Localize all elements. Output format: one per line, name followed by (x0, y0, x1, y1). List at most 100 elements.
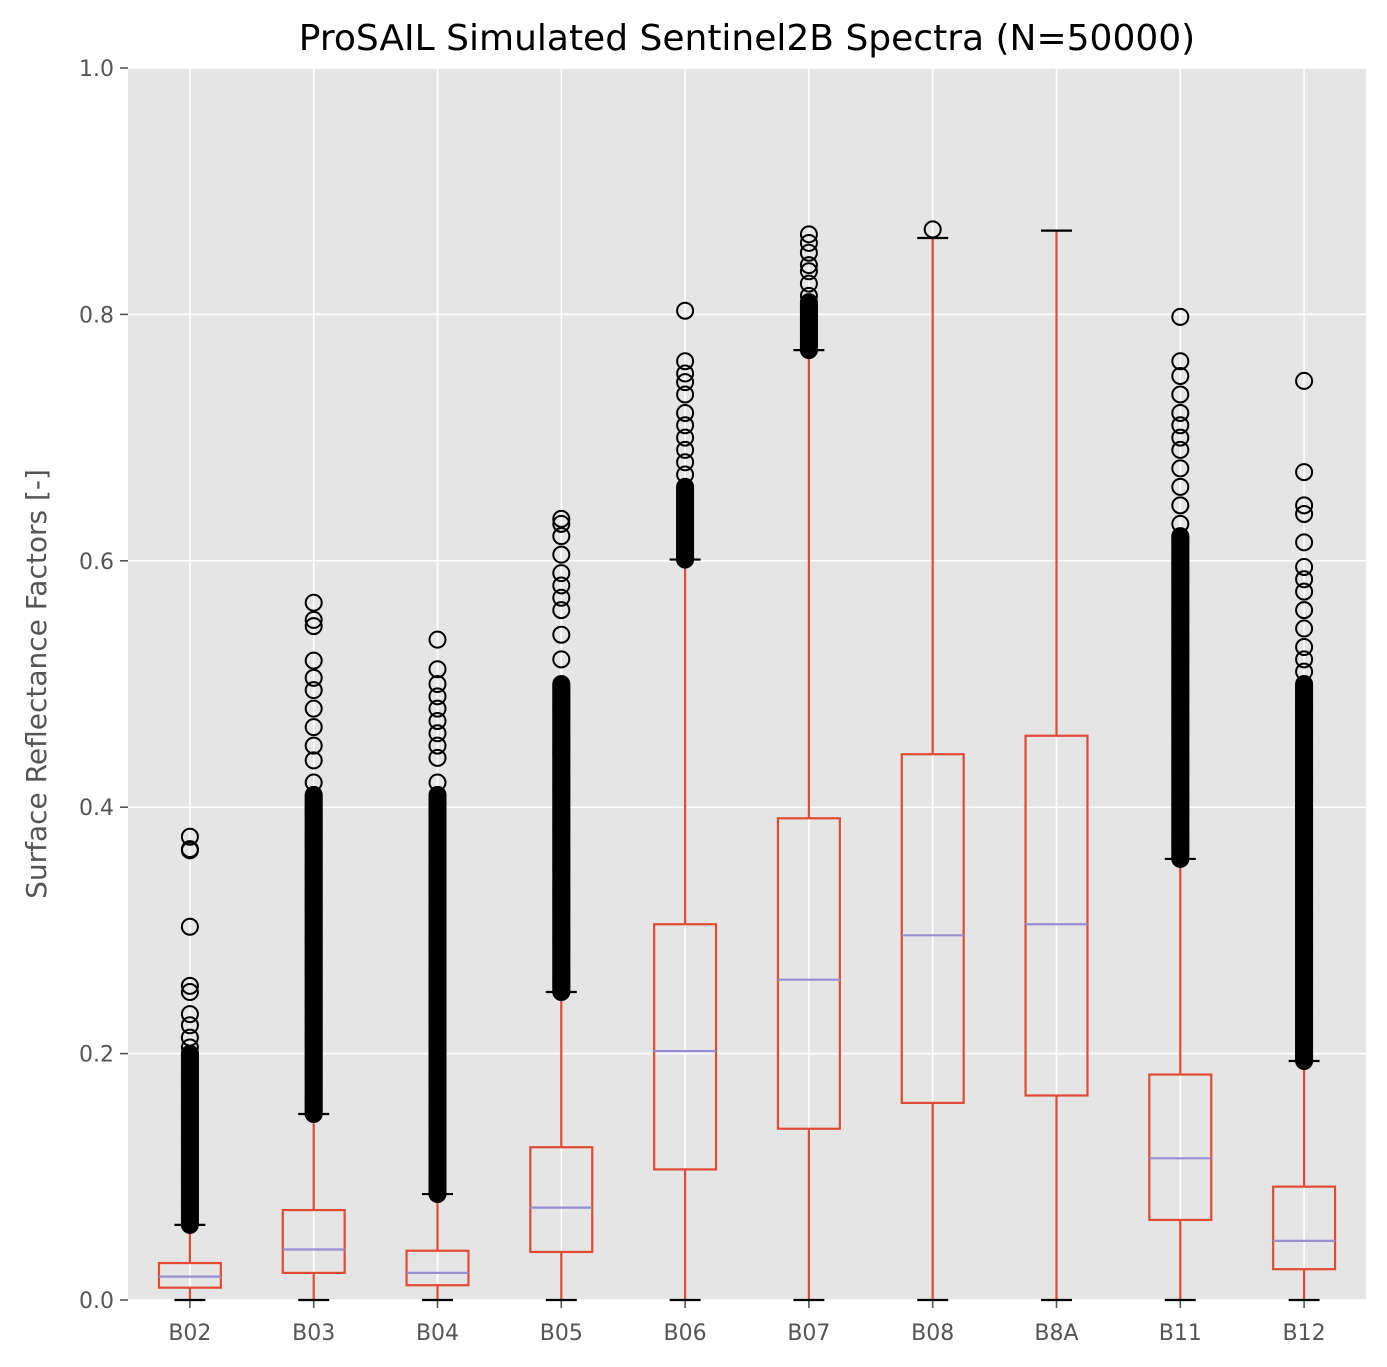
outlier-marker (304, 617, 323, 636)
outlier-marker (1171, 428, 1190, 447)
x-tick-label: B02 (168, 1321, 211, 1346)
outlier-marker (1295, 601, 1314, 620)
outlier-marker (428, 736, 447, 755)
outlier-marker (552, 675, 571, 693)
outlier-marker (1295, 533, 1314, 552)
outlier-marker (304, 736, 323, 755)
outlier-marker (676, 352, 695, 371)
outlier-marker (428, 773, 447, 792)
outlier-marker (1171, 496, 1190, 515)
outlier-marker (180, 976, 199, 995)
outlier-marker (552, 564, 571, 583)
iqr-box (653, 923, 718, 1171)
outlier-marker (180, 1005, 199, 1024)
outlier-marker (1171, 352, 1190, 371)
outlier-marker (180, 983, 199, 1001)
outlier-marker (799, 225, 818, 244)
outlier-marker (1171, 440, 1190, 459)
outlier-marker (676, 428, 695, 447)
outlier-marker (1295, 570, 1314, 589)
chart-title: ProSAIL Simulated Sentinel2B Spectra (N=… (299, 18, 1195, 59)
x-tick-label: B05 (540, 1321, 583, 1346)
outlier-marker (180, 1038, 199, 1057)
iqr-box (281, 1208, 346, 1274)
x-tick-label: B04 (416, 1321, 459, 1346)
outlier-marker (676, 301, 695, 320)
outlier-marker (552, 509, 571, 528)
outlier-marker (180, 827, 199, 846)
outlier-marker (1295, 504, 1314, 523)
outlier-marker (1295, 582, 1314, 601)
iqr-box (529, 1146, 594, 1254)
outlier-marker (180, 1016, 199, 1035)
outlier-marker (304, 668, 323, 687)
iqr-box (157, 1261, 222, 1289)
x-axis-ticks: B02 B03 B04 B05 B06 B07 B08 B8A B11 B12 (168, 1300, 1326, 1346)
outlier-marker (1171, 459, 1190, 478)
outlier-marker (799, 274, 818, 293)
y-tick-label: 0.4 (79, 796, 114, 821)
y-tick-label: 0.0 (79, 1289, 114, 1314)
outlier-marker (1295, 619, 1314, 638)
outlier-marker (676, 373, 695, 392)
outlier-marker (1171, 307, 1190, 326)
outlier-marker (1295, 557, 1314, 576)
outlier-marker (304, 681, 323, 700)
outlier-marker (304, 751, 323, 770)
outlier-marker (552, 650, 571, 669)
outlier-marker (304, 699, 323, 718)
boxes (157, 220, 1337, 1302)
outlier-marker (428, 660, 447, 679)
outlier-marker (799, 286, 818, 305)
outlier-marker (676, 385, 695, 404)
outlier-marker (676, 403, 695, 422)
outlier-marker (1295, 662, 1314, 681)
outlier-marker (1171, 527, 1190, 546)
x-tick-label: B06 (664, 1321, 707, 1346)
outlier-marker (676, 440, 695, 459)
outlier-marker (428, 699, 447, 718)
x-tick-label: B11 (1159, 1321, 1202, 1346)
outlier-marker (1295, 496, 1314, 515)
iqr-box (1148, 1073, 1213, 1222)
y-tick-label: 1.0 (79, 57, 114, 82)
outlier-marker (1295, 675, 1314, 693)
box-b8a (1024, 229, 1089, 1302)
outlier-marker (428, 748, 447, 767)
outlier-marker (799, 293, 818, 312)
y-tick-label: 0.8 (79, 303, 114, 328)
x-tick-label: B8A (1034, 1321, 1078, 1346)
outlier-marker (1295, 371, 1314, 390)
outlier-marker (180, 840, 199, 859)
iqr-box (1024, 734, 1089, 1097)
outlier-marker (676, 416, 695, 435)
y-tick-label: 0.2 (79, 1043, 114, 1068)
outlier-marker (799, 256, 818, 275)
outlier-marker (304, 610, 323, 629)
plot-area (128, 68, 1366, 1300)
x-tick-label: B03 (292, 1321, 335, 1346)
y-axis-label: Surface Reflectance Factors [-] (20, 469, 53, 899)
box-b02 (157, 827, 222, 1302)
outlier-marker (1171, 403, 1190, 422)
outlier-marker (552, 625, 571, 644)
x-tick-label: B08 (911, 1321, 954, 1346)
iqr-box (405, 1249, 470, 1287)
box-b11 (1148, 307, 1213, 1302)
iqr-box (776, 817, 841, 1130)
outlier-marker (1295, 463, 1314, 482)
box-b07 (776, 225, 841, 1302)
outlier-marker (799, 262, 818, 281)
outlier-marker (304, 651, 323, 670)
outlier-marker (676, 364, 695, 383)
outlier-marker (428, 687, 447, 706)
outlier-marker (304, 593, 323, 612)
outlier-marker (799, 243, 818, 262)
y-axis-ticks: 0.0 0.2 0.4 0.6 0.8 1.0 (79, 57, 128, 1314)
box-b03 (281, 593, 346, 1302)
outlier-marker (676, 477, 695, 496)
outlier-marker (799, 233, 818, 252)
y-tick-label: 0.6 (79, 550, 114, 575)
